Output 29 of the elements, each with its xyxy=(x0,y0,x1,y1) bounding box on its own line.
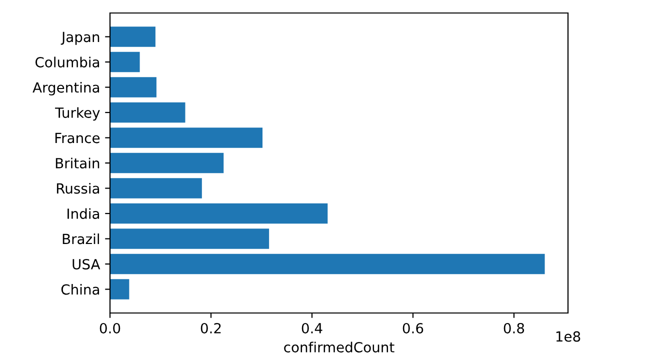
y-tick-label: Russia xyxy=(56,182,100,194)
y-tick-label: India xyxy=(68,208,100,219)
x-tick-label: 0.8 xyxy=(504,322,524,334)
y-tick-label: Turkey xyxy=(55,107,100,121)
bar xyxy=(110,178,202,198)
bar xyxy=(110,254,545,274)
text: 1e8 xyxy=(556,331,580,342)
y-tick-label: Columbia xyxy=(35,56,100,68)
bar xyxy=(110,279,130,300)
x-tick-label: 0.4 xyxy=(302,322,322,334)
x-tick-label: 0.0 xyxy=(100,322,120,334)
bar xyxy=(110,102,186,123)
y-tick-label: USA xyxy=(72,258,100,270)
bar xyxy=(110,152,224,174)
x-tick-label: 0.6 xyxy=(402,322,424,334)
x-axis-title: confirmedCount xyxy=(284,342,394,352)
bar xyxy=(110,128,262,148)
y-tick-label: Brazil xyxy=(62,233,99,244)
y-tick-label: China xyxy=(61,284,100,295)
bar xyxy=(110,228,270,249)
y-tick-label: Argentina xyxy=(32,82,100,96)
bar xyxy=(110,26,156,47)
bar xyxy=(110,52,140,72)
bar xyxy=(110,203,328,224)
y-tick-label: Japan xyxy=(60,32,100,45)
bar xyxy=(110,77,156,98)
y-tick-label: France xyxy=(55,132,100,144)
x-tick-label: 0.2 xyxy=(200,322,221,334)
y-tick-label: Britain xyxy=(56,158,100,168)
